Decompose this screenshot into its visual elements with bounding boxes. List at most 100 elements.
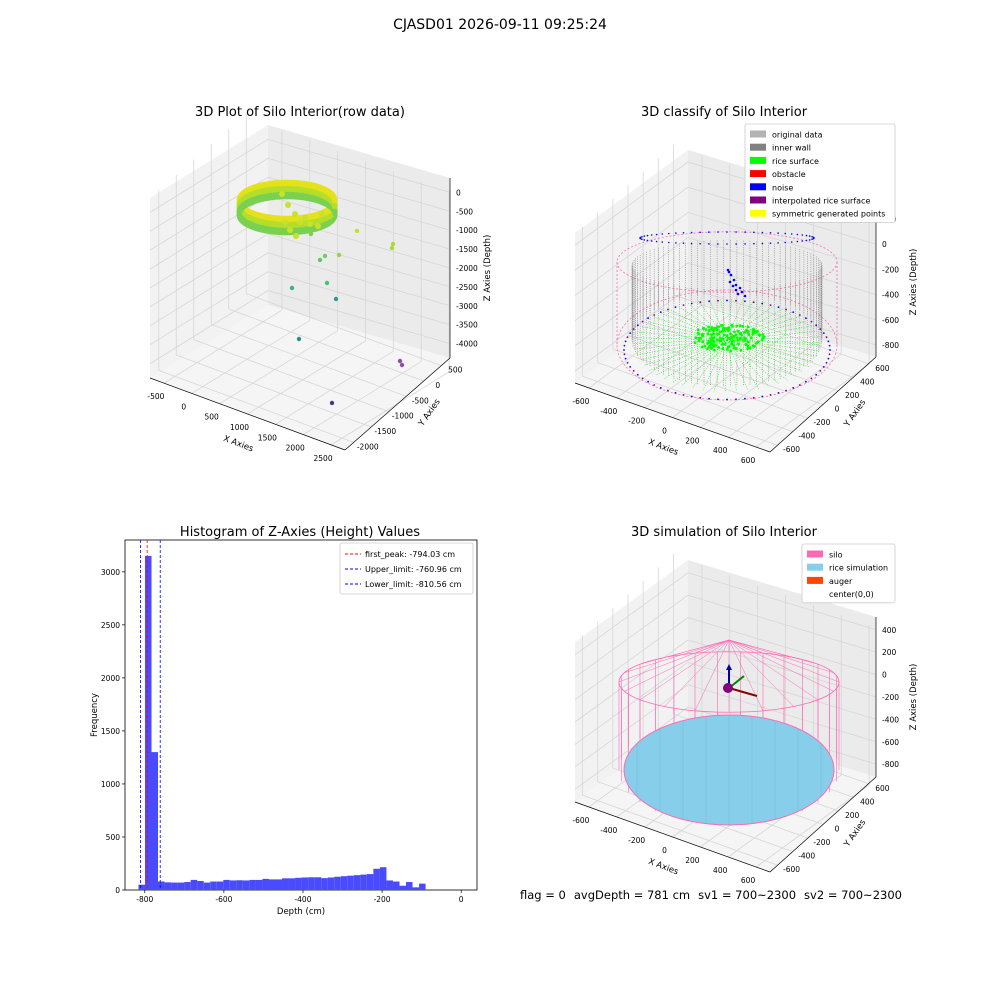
cls-rice-point xyxy=(739,336,742,340)
raw-point xyxy=(324,280,330,286)
raw-grid-x xyxy=(275,350,394,425)
sim-z-tick-label: -600 xyxy=(882,738,899,747)
cls-edge-point xyxy=(829,349,831,351)
hist-y-tick-label: 0 xyxy=(115,886,120,895)
sim-silo-roof-line xyxy=(728,639,794,707)
cls-rice-point xyxy=(742,339,746,342)
raw-point xyxy=(397,358,403,364)
cls-rice-point xyxy=(762,335,766,339)
sim-silo-roof-line xyxy=(639,639,730,701)
cls-noise-point xyxy=(690,231,693,234)
status-avg-depth: avgDepth = 781 cm xyxy=(573,888,691,902)
raw-y-tick-label: -500 xyxy=(412,396,429,405)
raw-point xyxy=(336,252,342,258)
raw-z-tick-label: -2000 xyxy=(456,264,478,273)
cls-noise-point xyxy=(668,241,670,244)
hist-y-tick-label: 500 xyxy=(106,833,121,842)
sim-grid-z xyxy=(574,617,877,700)
cls-rice-ray xyxy=(702,339,728,391)
cls-edge-point xyxy=(632,328,635,330)
raw-y-tick-label: -2000 xyxy=(357,442,379,451)
cls-rice-point xyxy=(730,342,734,346)
cls-edge-point xyxy=(690,302,693,305)
cls-rice-point xyxy=(716,328,719,332)
raw-z-tick-label: -4000 xyxy=(456,340,478,349)
cls-x-tick-label: -600 xyxy=(572,397,589,406)
cls-edge-point xyxy=(828,344,831,347)
cls-noise-point xyxy=(732,278,736,282)
cls-rice-point xyxy=(735,324,739,328)
raw-point xyxy=(389,245,395,251)
cls-noise-point xyxy=(661,241,664,243)
cls-rice-point xyxy=(720,330,724,333)
cls-rice-point xyxy=(729,332,732,336)
cls-legend-label: obstacle xyxy=(772,170,806,179)
cls-edge-point xyxy=(629,366,632,368)
cls-noise-point xyxy=(675,232,677,234)
cls-rice-point xyxy=(709,343,713,346)
cls-rice-point xyxy=(741,325,745,328)
sim-legend-swatch xyxy=(807,550,823,558)
cls-axis-x xyxy=(574,382,771,453)
hist-title: Histogram of Z-Axies (Height) Values xyxy=(180,525,420,540)
cls-edge-point xyxy=(735,299,737,302)
cls-edge-point xyxy=(647,380,649,383)
raw-y-tick-label: -1500 xyxy=(374,427,396,436)
raw-title: 3D Plot of Silo Interior(row data) xyxy=(195,105,405,120)
cls-grid-x xyxy=(588,304,703,389)
hist-legend-label: first_peak: -794.03 cm xyxy=(365,550,455,559)
cls-noise-point xyxy=(726,268,730,272)
cls-edge-point xyxy=(827,357,830,360)
sim-y-tick-label: 0 xyxy=(835,825,840,834)
raw-y-tick-label: 0 xyxy=(435,381,440,390)
cls-legend-label: symmetric generated points xyxy=(772,210,885,219)
cls-rice-point xyxy=(731,325,734,328)
cls-edge-point xyxy=(798,314,801,316)
sim-x-tick-label: 400 xyxy=(713,866,728,875)
cls-noise-point xyxy=(812,236,815,239)
cls-rice-point xyxy=(709,346,713,349)
cls-noise-point xyxy=(811,238,813,240)
cls-y-tick-label: 200 xyxy=(845,391,860,400)
sim-silo-roof-line xyxy=(664,639,730,707)
hist-y-tick-label: 1500 xyxy=(101,727,120,736)
cls-noise-point xyxy=(650,234,653,236)
sim-z-tick-label: -200 xyxy=(882,693,899,702)
sim-axis-x xyxy=(574,801,771,873)
cls-legend-label: original data xyxy=(772,131,823,140)
figure-title: CJASD01 2026-09-11 09:25:24 xyxy=(393,17,607,33)
raw-axis-y xyxy=(344,357,451,451)
cls-rice-ray xyxy=(726,339,818,357)
sim-z-axis-label: Z Axies (Depth) xyxy=(909,664,919,731)
raw-grid-z xyxy=(149,271,451,346)
cls-legend-swatch xyxy=(750,170,766,178)
cls-rice-ray xyxy=(725,339,728,392)
cls-rice-point xyxy=(729,349,732,353)
sim-x-tick-label: -600 xyxy=(572,816,589,825)
hist-y-tick-label: 2500 xyxy=(101,621,120,630)
raw-point xyxy=(287,227,293,233)
hist-bar xyxy=(216,881,224,890)
cls-rice-point xyxy=(739,348,743,352)
cls-noise-point xyxy=(731,284,735,288)
sim-auger-arrow-z xyxy=(726,664,732,670)
cls-noise-point xyxy=(639,236,642,239)
cls-edge-point xyxy=(815,373,818,376)
cls-axis-y xyxy=(769,356,877,453)
hist-bar xyxy=(308,877,315,890)
cls-z-tick-label: 0 xyxy=(882,240,887,249)
cls-edge-point xyxy=(769,394,772,396)
cls-z-tick-label: -400 xyxy=(882,291,899,300)
cls-edge-point xyxy=(744,397,746,400)
panel-histogram: Histogram of Z-Axies (Height) Values -800… xyxy=(90,525,478,917)
cls-edge-point xyxy=(805,380,807,383)
hist-bar xyxy=(138,884,145,890)
cls-edge-point xyxy=(792,387,795,389)
sim-legend-label: rice simulation xyxy=(829,564,888,573)
cls-rice-ray xyxy=(726,339,810,368)
cls-edge-point xyxy=(690,395,693,398)
cls-rice-point xyxy=(721,324,724,327)
cls-noise-point xyxy=(661,233,664,235)
cls-noise-point xyxy=(708,231,710,233)
hist-bar xyxy=(203,882,211,890)
